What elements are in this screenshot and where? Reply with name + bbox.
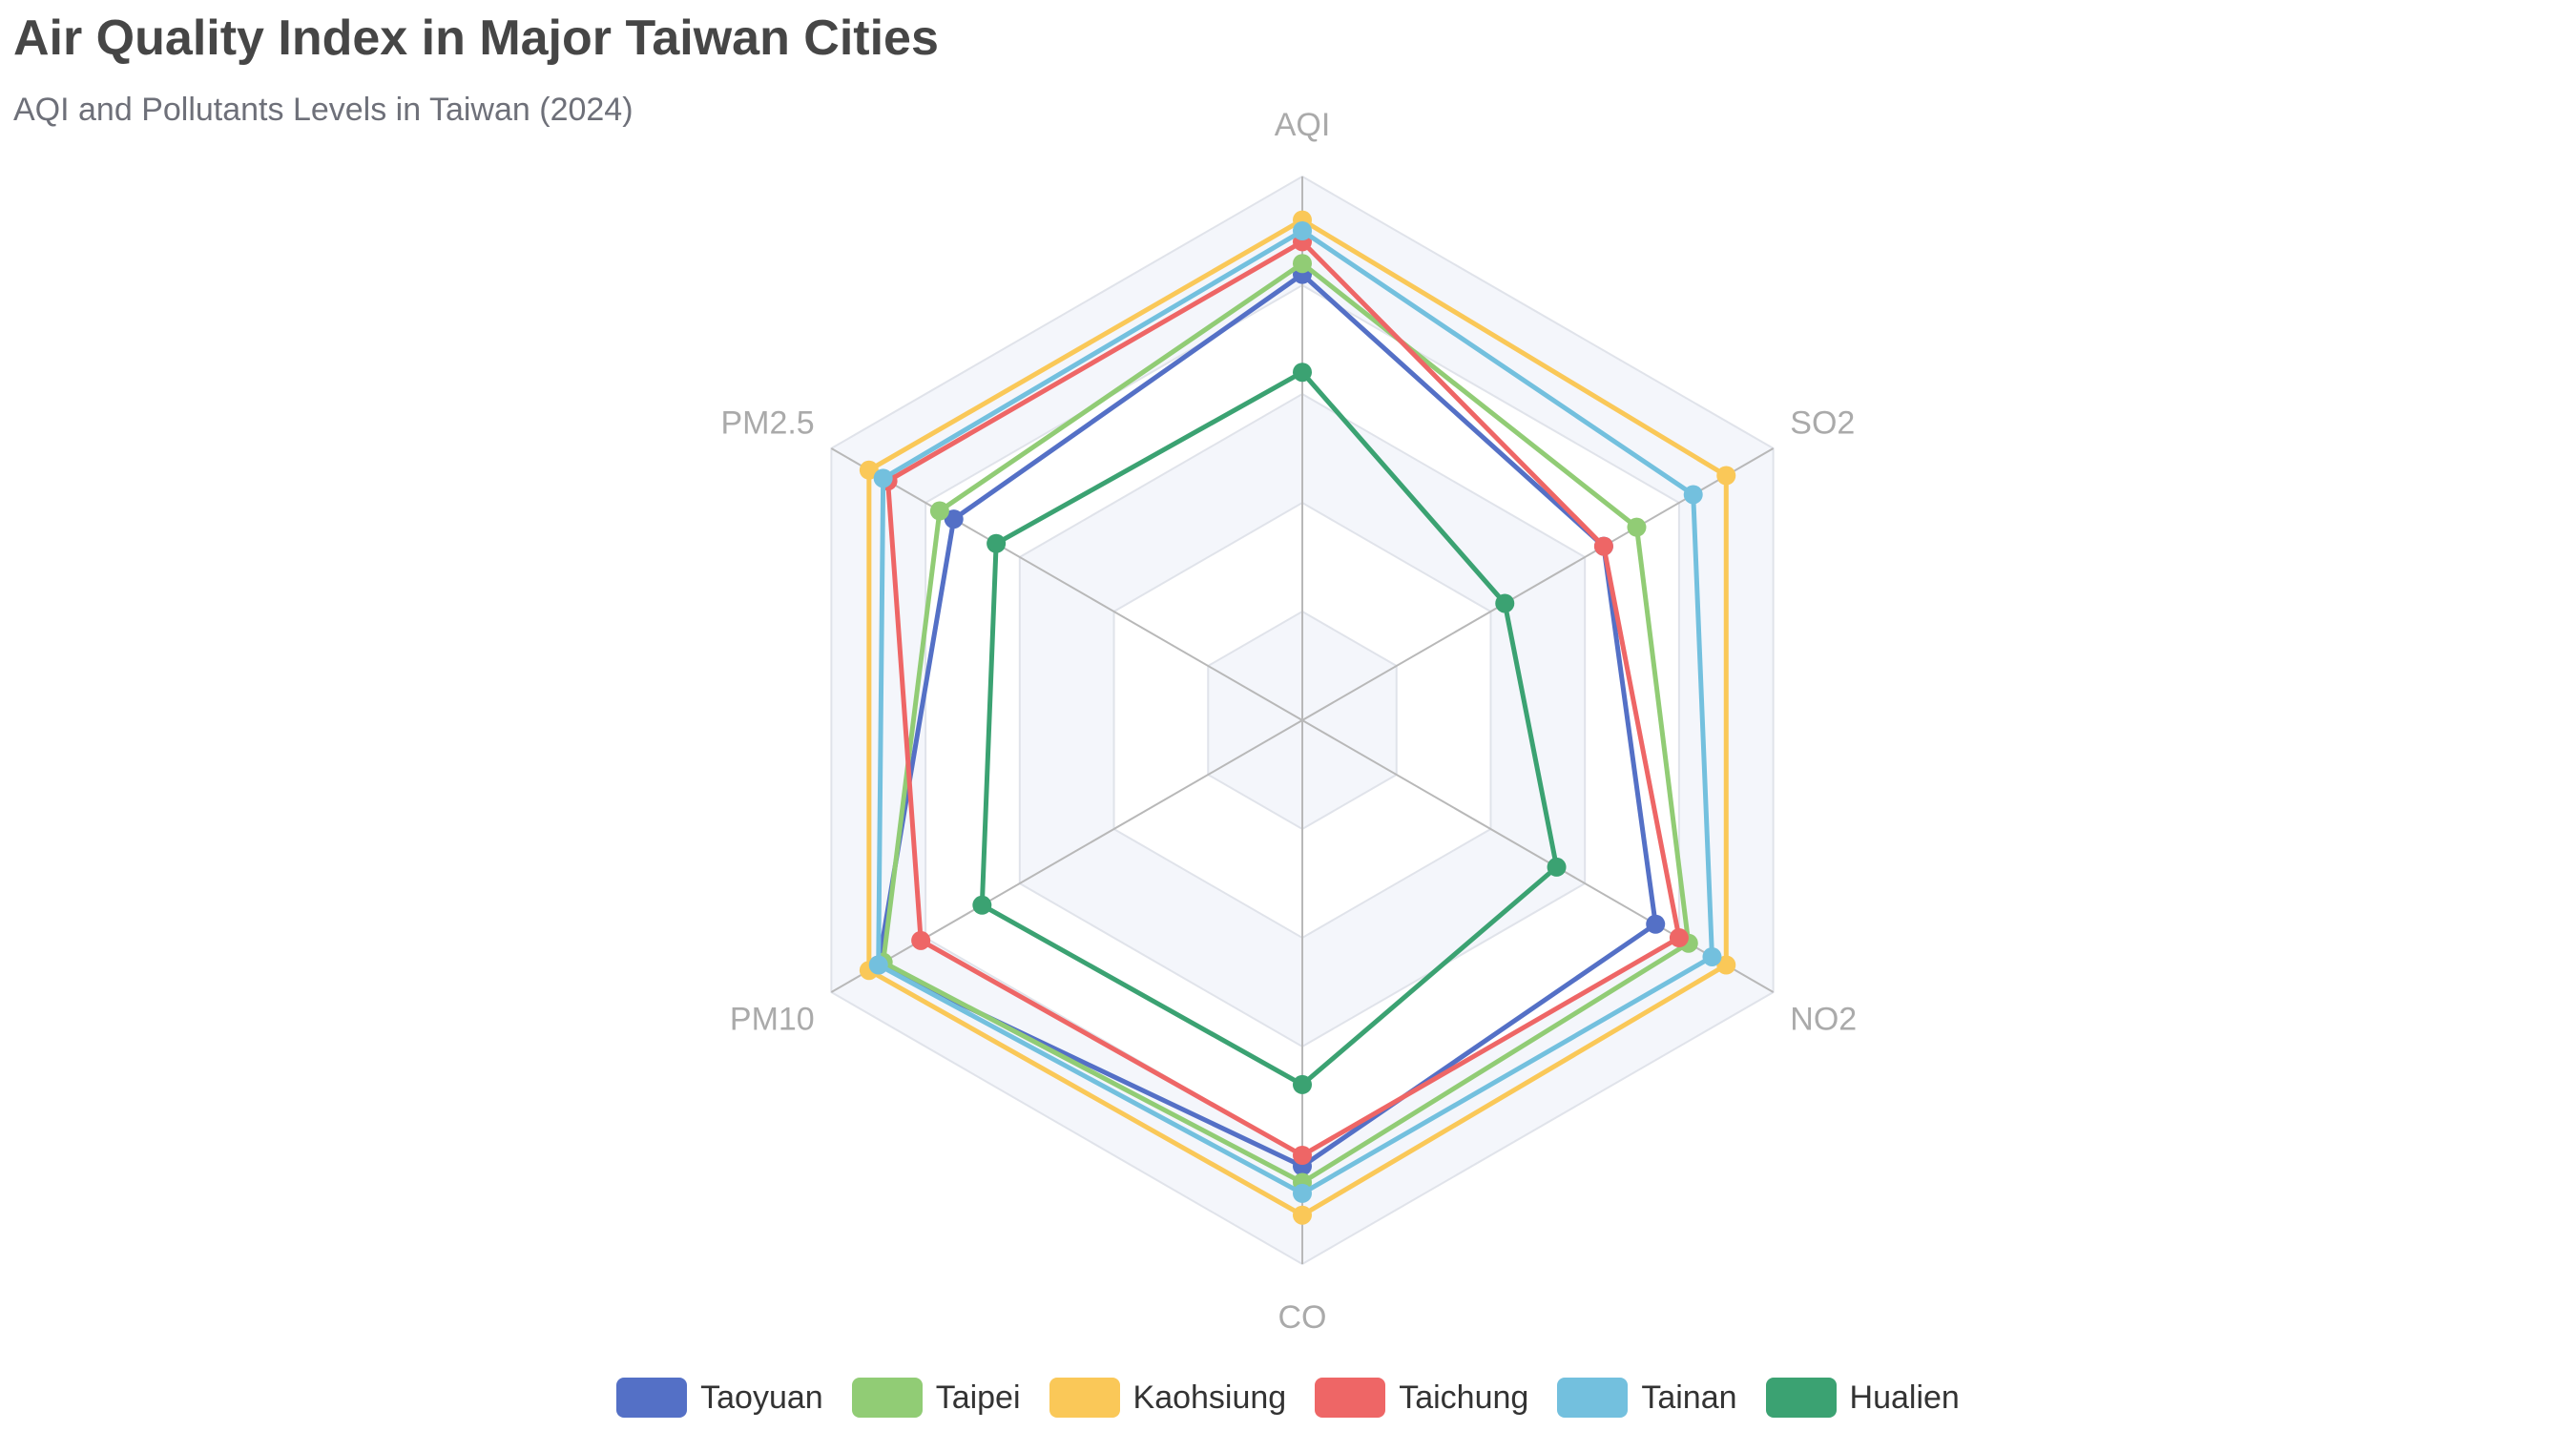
radar-series-taipei[interactable]: [873, 254, 1698, 1192]
legend-label: Taipei: [935, 1379, 1021, 1416]
radar-data-point[interactable]: [1495, 593, 1515, 613]
radar-data-point[interactable]: [1593, 536, 1613, 556]
legend-swatch: [1315, 1378, 1386, 1418]
radar-indicator-label: NO2: [1790, 1002, 1857, 1038]
legend-item-taichung[interactable]: Taichung: [1315, 1378, 1528, 1418]
radar-indicator-label: PM2.5: [720, 405, 814, 442]
radar-indicator-label: SO2: [1790, 405, 1855, 442]
radar-indicator-label: CO: [1278, 1299, 1327, 1336]
legend-item-hualien[interactable]: Hualien: [1765, 1378, 1960, 1418]
legend-label: Hualien: [1849, 1379, 1960, 1416]
radar-data-point[interactable]: [1716, 955, 1736, 975]
radar-data-point[interactable]: [1293, 254, 1312, 274]
legend-item-taoyuan[interactable]: Taoyuan: [616, 1378, 823, 1418]
radar-series: [859, 210, 1736, 1225]
radar-data-point[interactable]: [1293, 1205, 1312, 1225]
legend-swatch: [1557, 1378, 1629, 1418]
legend-item-taipei[interactable]: Taipei: [851, 1378, 1021, 1418]
radar-grid: [830, 175, 1775, 1266]
legend-item-tainan[interactable]: Tainan: [1557, 1378, 1737, 1418]
legend-label: Kaohsiung: [1132, 1379, 1287, 1416]
legend-label: Tainan: [1641, 1379, 1737, 1416]
radar-axis-labels: AQI SO2 NO2 CO PM10 PM2.5: [720, 107, 1857, 1336]
legend-swatch: [1765, 1378, 1837, 1418]
legend-label: Taichung: [1399, 1379, 1529, 1416]
radar-data-point[interactable]: [1293, 363, 1312, 383]
radar-data-point[interactable]: [911, 930, 931, 950]
legend-swatch: [851, 1378, 923, 1418]
radar-data-point[interactable]: [1293, 221, 1312, 240]
radar-series-kaohsiung[interactable]: [859, 210, 1736, 1225]
radar-data-point[interactable]: [1547, 857, 1567, 877]
radar-axis-line: [830, 447, 1303, 721]
radar-data-point[interactable]: [1646, 914, 1666, 934]
radar-data-point[interactable]: [944, 509, 964, 529]
radar-data-point[interactable]: [1627, 517, 1647, 537]
radar-data-point[interactable]: [987, 533, 1007, 553]
legend-swatch: [1049, 1378, 1120, 1418]
radar-data-point[interactable]: [1669, 928, 1689, 947]
radar-data-point[interactable]: [868, 955, 888, 975]
radar-series-hualien[interactable]: [972, 363, 1567, 1094]
radar-data-point[interactable]: [972, 895, 992, 915]
radar-data-point[interactable]: [873, 468, 893, 488]
radar-data-point[interactable]: [859, 460, 879, 480]
radar-axis-line: [830, 719, 1303, 993]
radar-data-point[interactable]: [1293, 1146, 1312, 1165]
radar-indicator-label: PM10: [730, 1002, 815, 1038]
legend-item-kaohsiung[interactable]: Kaohsiung: [1049, 1378, 1287, 1418]
radar-data-point[interactable]: [1716, 466, 1736, 486]
radar-indicator-label: AQI: [1275, 107, 1331, 143]
radar-series-tainan[interactable]: [868, 221, 1722, 1203]
chart-subtitle: AQI and Pollutants Levels in Taiwan (202…: [13, 92, 634, 128]
radar-data-point[interactable]: [1683, 485, 1703, 505]
legend-swatch: [616, 1378, 688, 1418]
radar-data-point[interactable]: [929, 501, 949, 521]
radar-data-point[interactable]: [1293, 1074, 1312, 1094]
chart-legend: Taoyuan Taipei Kaohsiung Taichung Tainan Hual…: [0, 1374, 2576, 1421]
radar-data-point[interactable]: [1702, 946, 1722, 966]
radar-data-point[interactable]: [1293, 1183, 1312, 1203]
legend-label: Taoyuan: [700, 1379, 823, 1416]
chart-title: Air Quality Index in Major Taiwan Cities: [13, 10, 939, 66]
